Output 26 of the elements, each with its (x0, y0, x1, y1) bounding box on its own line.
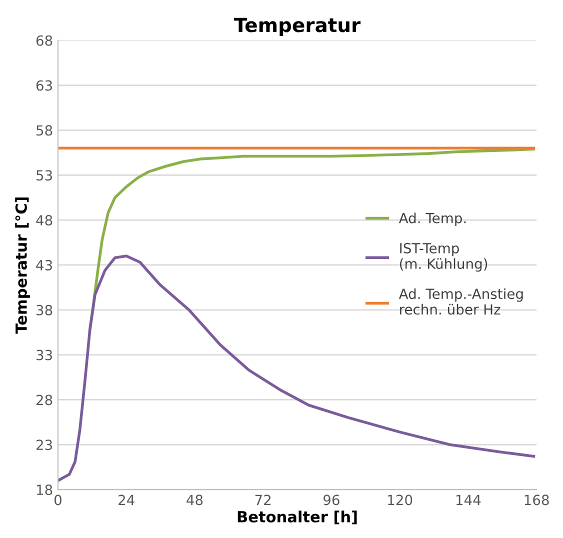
y-tick-label: 68 (36, 35, 52, 46)
y-tick-label: 28 (36, 394, 52, 406)
x-tick-label: 48 (186, 494, 203, 506)
y-tick-label: 58 (36, 125, 52, 136)
y-tick-label: 48 (36, 215, 52, 226)
line-series (58, 254, 536, 482)
y-tick-label: 63 (36, 80, 52, 91)
x-tick-label: 168 (524, 494, 549, 506)
legend-label: IST-Temp (m. Kühlung) (400, 242, 488, 272)
x-tick-label: 144 (456, 494, 481, 505)
x-tick-label: 120 (388, 494, 412, 506)
x-tick-label: 96 (323, 494, 340, 506)
y-axis-title: Temperatur [°C] (15, 197, 30, 334)
y-tick-label: 33 (36, 350, 52, 360)
x-tick-label: 0 (54, 494, 62, 506)
y-tick-label: 23 (36, 440, 52, 450)
y-tick-label: 43 (36, 260, 52, 270)
y-tick-label: 38 (36, 304, 52, 316)
y-tick-label: 18 (36, 484, 52, 496)
x-tick-label: 24 (118, 494, 134, 505)
chart-title: Temperatur (234, 18, 361, 36)
x-tick-label: 72 (255, 494, 271, 505)
legend-label: Ad. Temp.-Anstieg rechn. über Hz (398, 288, 523, 315)
x-axis-title: Betonalter [h] (238, 510, 357, 524)
legend-label: Ad. Temp. (398, 212, 466, 226)
y-tick-label: 53 (36, 170, 52, 181)
